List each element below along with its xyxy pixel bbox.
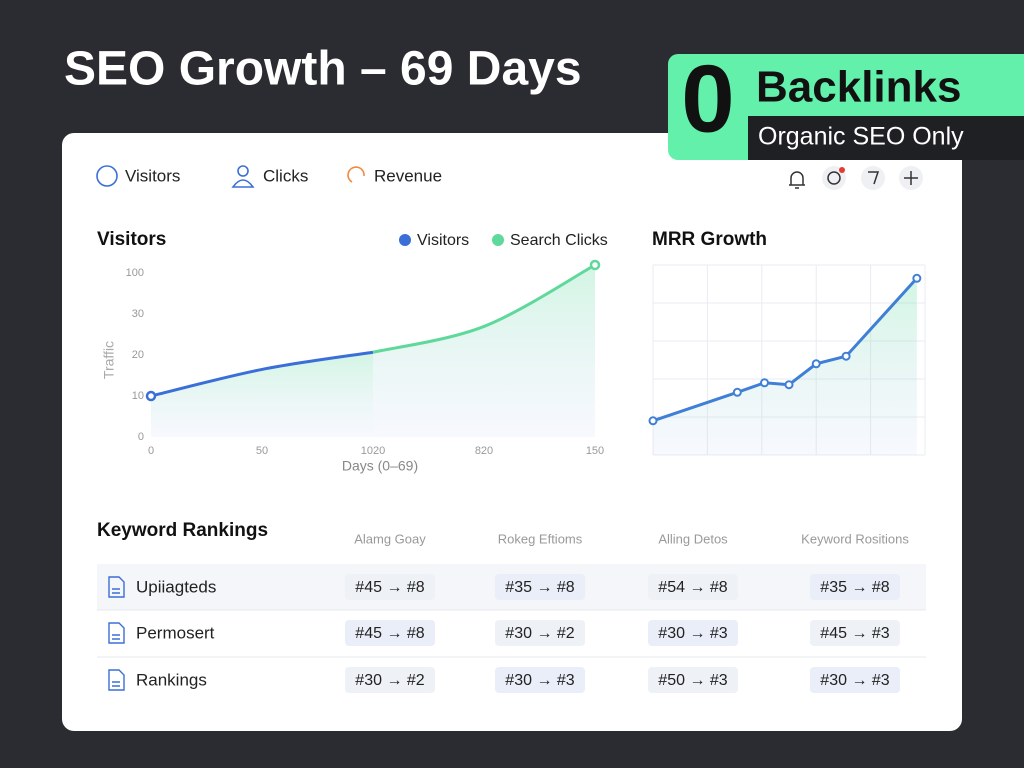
rank-pill: [648, 667, 738, 693]
y-tick-label: 10: [132, 390, 144, 402]
rank-pill: [495, 620, 585, 646]
rank-cell: #45 → #3: [820, 625, 889, 642]
clicks-icon-body: [231, 179, 255, 188]
rank-pill: [345, 620, 435, 646]
point: [732, 387, 742, 397]
y-tick-label: 20: [132, 349, 144, 361]
bell-icon[interactable]: [789, 171, 805, 189]
point: [145, 390, 157, 402]
revenue-icon: [347, 166, 365, 183]
toolbar: [789, 166, 923, 190]
line: [372, 263, 596, 354]
notification-dot: [839, 167, 845, 173]
badge: 0 Backlinks Organic SEO Only: [668, 45, 1024, 160]
row-label: Permosert: [136, 623, 215, 642]
rank-pill: [810, 667, 900, 693]
rank-pill: [495, 667, 585, 693]
tab-icons: [96, 165, 365, 188]
doc-icon: [108, 622, 125, 644]
area: [373, 265, 595, 437]
rank-cell: #30 → #2: [505, 625, 574, 642]
area: [151, 352, 373, 437]
rank-cell: #45 → #8: [355, 579, 424, 596]
legend-label: Visitors: [417, 232, 469, 249]
column-header: Alling Detos: [658, 531, 728, 546]
rank-cell: #54 → #8: [658, 579, 727, 596]
rank-cell: #50 → #3: [658, 672, 727, 689]
point: [760, 378, 770, 388]
rank-cell: #45 → #8: [355, 625, 424, 642]
point: [841, 351, 851, 361]
page-title: SEO Growth – 69 Days: [64, 43, 582, 96]
legend-label: Search Clicks: [510, 232, 608, 249]
y-tick-label: 30: [132, 308, 144, 320]
row-label: Rankings: [136, 670, 207, 689]
rank-cell: #35 → #8: [820, 579, 889, 596]
chart-title: Visitors: [97, 229, 166, 250]
badge-subtitle: Organic SEO Only: [758, 123, 964, 151]
rank-pill: [345, 667, 435, 693]
column-header: Rokeg Eftioms: [498, 531, 583, 546]
x-tick-label: 0: [148, 445, 154, 457]
rank-cell: #30 → #3: [658, 625, 727, 642]
table-title: Keyword Rankings: [97, 520, 268, 541]
legend-swatch: [492, 234, 504, 246]
chat-icon: [827, 171, 841, 185]
visitors-icon: [96, 165, 118, 187]
rank-pill: [345, 574, 435, 600]
rank-cell: #30 → #3: [505, 672, 574, 689]
rank-pill: [495, 574, 585, 600]
point: [912, 273, 922, 283]
line: [150, 350, 374, 398]
legend-swatch: [399, 234, 411, 246]
tab[interactable]: Visitors: [125, 166, 180, 185]
y-tick-label: 100: [126, 267, 144, 279]
share-button[interactable]: [861, 166, 885, 190]
tab[interactable]: Clicks: [263, 166, 308, 185]
rank-cell: #30 → #3: [820, 672, 889, 689]
clicks-icon: [237, 165, 249, 177]
column-header: Alamg Goay: [354, 531, 426, 546]
tab[interactable]: Revenue: [374, 166, 442, 185]
x-tick-label: 150: [586, 445, 604, 457]
row-label: Upiiagteds: [136, 577, 216, 596]
point: [811, 359, 821, 369]
x-axis-label: Days (0–69): [342, 458, 418, 474]
rank-pill: [648, 620, 738, 646]
rank-cell: #35 → #8: [505, 579, 574, 596]
column-header: Keyword Rositions: [801, 531, 909, 546]
point: [589, 259, 601, 271]
y-tick-label: 0: [138, 431, 144, 443]
doc-icon: [108, 669, 125, 691]
share-icon: [868, 171, 880, 185]
point: [648, 416, 658, 426]
area: [653, 278, 917, 455]
badge-bar: [748, 116, 1024, 160]
rank-pill: [810, 620, 900, 646]
badge-number: 0: [681, 45, 734, 152]
chart-title: MRR Growth: [652, 229, 767, 250]
rank-pill: [648, 574, 738, 600]
y-axis-label: Traffic: [101, 341, 117, 379]
rank-pill: [810, 574, 900, 600]
doc-icon: [108, 576, 125, 598]
x-tick-label: 820: [475, 445, 493, 457]
point: [784, 380, 794, 390]
x-tick-label: 50: [256, 445, 268, 457]
badge-title: Backlinks: [756, 63, 961, 112]
rank-cell: #30 → #2: [355, 672, 424, 689]
add-icon: [904, 171, 918, 185]
x-tick-label: 1020: [361, 445, 385, 457]
